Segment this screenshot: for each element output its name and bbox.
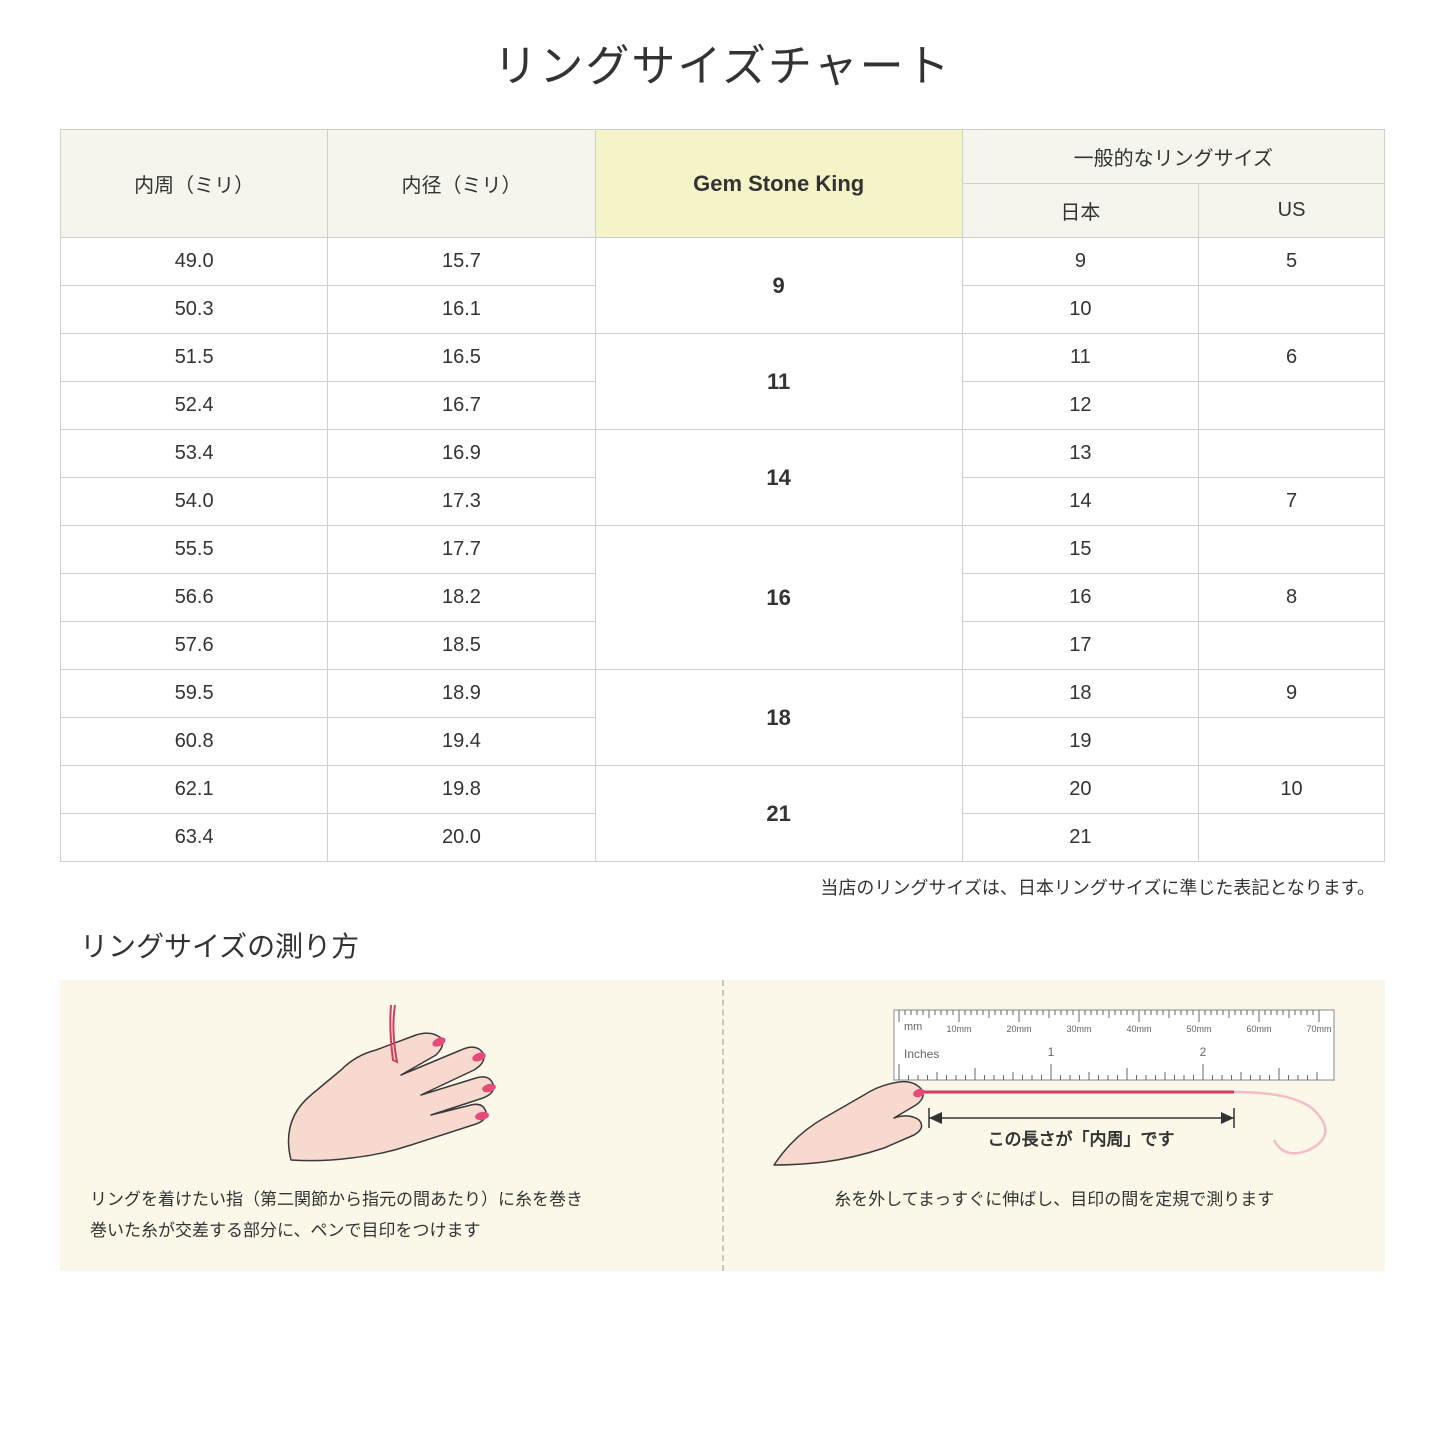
cell-dia: 19.8	[328, 766, 595, 814]
cell-circ: 53.4	[61, 430, 328, 478]
svg-text:20mm: 20mm	[1007, 1024, 1032, 1034]
cell-us	[1199, 430, 1385, 478]
cell-us	[1199, 526, 1385, 574]
svg-text:40mm: 40mm	[1127, 1024, 1152, 1034]
cell-us: 7	[1199, 478, 1385, 526]
cell-dia: 20.0	[328, 814, 595, 862]
svg-text:50mm: 50mm	[1187, 1024, 1212, 1034]
table-row: 62.119.8212010	[61, 766, 1385, 814]
svg-text:10mm: 10mm	[947, 1024, 972, 1034]
th-common: 一般的なリングサイズ	[962, 130, 1384, 184]
step2-label: この長さが「内周」です	[988, 1129, 1175, 1149]
cell-jp: 9	[962, 238, 1198, 286]
th-diameter: 内径（ミリ）	[328, 130, 595, 238]
ruler-inch-label: Inches	[904, 1047, 939, 1061]
step1-text: リングを着けたい指（第二関節から指元の間あたり）に糸を巻き 巻いた糸が交差する部…	[90, 1185, 692, 1246]
cell-circ: 63.4	[61, 814, 328, 862]
cell-jp: 20	[962, 766, 1198, 814]
th-gsk: Gem Stone King	[595, 130, 962, 238]
cell-gsk: 9	[595, 238, 962, 334]
table-row: 49.015.7995	[61, 238, 1385, 286]
th-us: US	[1199, 184, 1385, 238]
note-text: 当店のリングサイズは、日本リングサイズに準じた表記となります。	[60, 874, 1385, 900]
cell-jp: 11	[962, 334, 1198, 382]
table-row: 51.516.511116	[61, 334, 1385, 382]
cell-gsk: 18	[595, 670, 962, 766]
cell-gsk: 11	[595, 334, 962, 430]
cell-dia: 16.7	[328, 382, 595, 430]
cell-dia: 19.4	[328, 718, 595, 766]
cell-jp: 12	[962, 382, 1198, 430]
cell-circ: 62.1	[61, 766, 328, 814]
cell-us	[1199, 286, 1385, 334]
cell-dia: 15.7	[328, 238, 595, 286]
cell-gsk: 16	[595, 526, 962, 670]
cell-circ: 51.5	[61, 334, 328, 382]
cell-gsk: 21	[595, 766, 962, 862]
cell-us	[1199, 622, 1385, 670]
cell-dia: 18.5	[328, 622, 595, 670]
svg-text:60mm: 60mm	[1247, 1024, 1272, 1034]
svg-text:2: 2	[1200, 1045, 1207, 1059]
cell-dia: 16.1	[328, 286, 595, 334]
step1-line2: 巻いた糸が交差する部分に、ペンで目印をつけます	[90, 1221, 481, 1240]
diagram-row: リングを着けたい指（第二関節から指元の間あたり）に糸を巻き 巻いた糸が交差する部…	[60, 980, 1385, 1271]
step2-text: 糸を外してまっすぐに伸ばし、目印の間を定規で測ります	[754, 1185, 1356, 1216]
cell-jp: 14	[962, 478, 1198, 526]
ruler-mm-label: mm	[904, 1021, 922, 1033]
cell-circ: 52.4	[61, 382, 328, 430]
cell-us: 9	[1199, 670, 1385, 718]
cell-circ: 55.5	[61, 526, 328, 574]
cell-dia: 18.9	[328, 670, 595, 718]
cell-circ: 57.6	[61, 622, 328, 670]
cell-dia: 18.2	[328, 574, 595, 622]
cell-circ: 60.8	[61, 718, 328, 766]
cell-us	[1199, 814, 1385, 862]
cell-us: 5	[1199, 238, 1385, 286]
cell-dia: 16.5	[328, 334, 595, 382]
table-row: 53.416.91413	[61, 430, 1385, 478]
cell-us	[1199, 382, 1385, 430]
cell-circ: 59.5	[61, 670, 328, 718]
cell-circ: 56.6	[61, 574, 328, 622]
page-title: リングサイズチャート	[60, 30, 1385, 94]
ring-size-table: 内周（ミリ） 内径（ミリ） Gem Stone King 一般的なリングサイズ …	[60, 129, 1385, 862]
subtitle: リングサイズの測り方	[80, 925, 1385, 965]
step1-line1: リングを着けたい指（第二関節から指元の間あたり）に糸を巻き	[90, 1190, 583, 1209]
svg-text:70mm: 70mm	[1307, 1024, 1332, 1034]
table-row: 55.517.71615	[61, 526, 1385, 574]
cell-dia: 16.9	[328, 430, 595, 478]
cell-dia: 17.3	[328, 478, 595, 526]
cell-circ: 50.3	[61, 286, 328, 334]
cell-jp: 17	[962, 622, 1198, 670]
cell-jp: 15	[962, 526, 1198, 574]
cell-jp: 21	[962, 814, 1198, 862]
cell-jp: 16	[962, 574, 1198, 622]
cell-jp: 10	[962, 286, 1198, 334]
hand-wrap-icon	[221, 1000, 561, 1175]
diagram-step1: リングを着けたい指（第二関節から指元の間あたり）に糸を巻き 巻いた糸が交差する部…	[60, 980, 724, 1271]
svg-text:30mm: 30mm	[1067, 1024, 1092, 1034]
cell-us	[1199, 718, 1385, 766]
cell-us: 6	[1199, 334, 1385, 382]
cell-dia: 17.7	[328, 526, 595, 574]
cell-circ: 49.0	[61, 238, 328, 286]
cell-jp: 18	[962, 670, 1198, 718]
th-circumference: 内周（ミリ）	[61, 130, 328, 238]
diagram-step2: mm 10mm 20mm 30mm 40mm 50mm 60mm 70mm Inches 1…	[724, 980, 1386, 1271]
cell-circ: 54.0	[61, 478, 328, 526]
cell-jp: 19	[962, 718, 1198, 766]
cell-gsk: 14	[595, 430, 962, 526]
cell-us: 10	[1199, 766, 1385, 814]
th-japan: 日本	[962, 184, 1198, 238]
cell-us: 8	[1199, 574, 1385, 622]
svg-text:1: 1	[1048, 1045, 1055, 1059]
ruler-measure-icon: mm 10mm 20mm 30mm 40mm 50mm 60mm 70mm Inches 1…	[764, 1000, 1344, 1175]
table-row: 59.518.918189	[61, 670, 1385, 718]
cell-jp: 13	[962, 430, 1198, 478]
